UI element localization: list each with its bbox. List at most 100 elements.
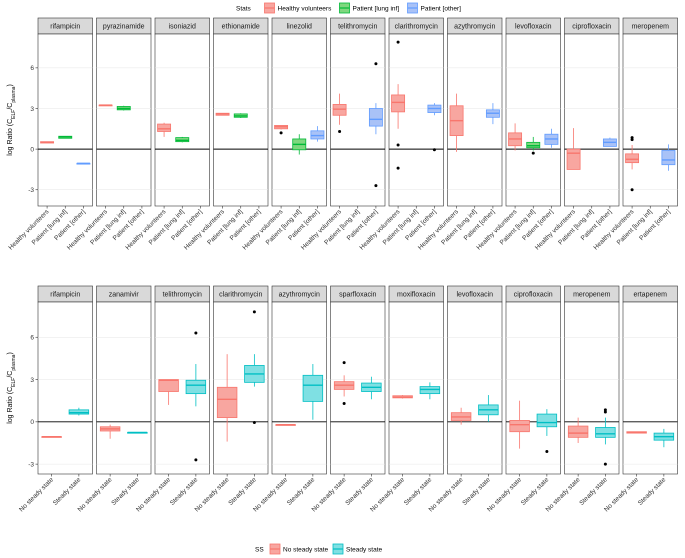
panel-plot-area <box>96 33 152 207</box>
panel-plot-area <box>622 33 678 207</box>
box-iqr <box>216 386 238 419</box>
box-Healthy volunteers <box>449 93 464 152</box>
box-Steady state <box>185 331 207 462</box>
chart-bottom: log Ratio (CELF/Cplasma) -3 0 3 6 rifampicin N… <box>7 285 678 513</box>
box-iqr <box>68 409 90 415</box>
box-iqr <box>661 150 676 166</box>
y-tick-label: 0 <box>30 146 34 153</box>
x-tick-label: No steady state <box>603 476 640 513</box>
legend-entry: Patient [lung inf] <box>339 2 400 14</box>
box-Patient [other] <box>485 103 500 125</box>
x-tick-label: No steady state <box>252 476 289 513</box>
box-Patient [lung inf] <box>526 136 541 155</box>
box-iqr <box>567 425 589 438</box>
legend-label: Steady state <box>346 546 383 553</box>
outlier-point <box>252 310 256 314</box>
panel-plot-area <box>622 301 678 475</box>
box-Patient [other] <box>76 162 91 165</box>
panel-plot-area <box>447 301 503 475</box>
legend-title: SS <box>255 546 264 553</box>
y-axis-label: log Ratio (CELF/Cplasma) <box>7 352 17 424</box>
box-Healthy volunteers <box>157 122 172 137</box>
legend-entry: Steady state <box>332 543 383 555</box>
y-axis-label: log Ratio (CELF/Cplasma) <box>7 84 17 156</box>
legend-label: Patient [lung inf] <box>353 5 400 12</box>
panel-title: ciprofloxacin <box>514 292 553 299</box>
x-tick-label: Steady state <box>52 476 83 507</box>
box-Steady state <box>302 364 324 420</box>
box-Patient [other] <box>544 128 559 148</box>
panel-title: meropenem <box>632 24 670 31</box>
x-tick-label: Steady state <box>461 476 492 507</box>
x-tick-label: No steady state <box>369 476 406 513</box>
panel-plot-area <box>388 33 444 207</box>
x-tick-label: No steady state <box>486 476 523 513</box>
outlier-point <box>396 40 400 44</box>
box-iqr <box>302 374 324 402</box>
legend-label: No steady state <box>283 546 329 553</box>
box-Patient [lung inf] <box>292 134 307 155</box>
box-iqr <box>391 94 406 113</box>
box-Healthy volunteers <box>98 104 113 107</box>
y-tick-label: 6 <box>30 335 34 342</box>
box-Steady state <box>419 382 441 400</box>
box-Steady state <box>595 408 616 466</box>
box-iqr <box>566 148 581 170</box>
box-No steady state <box>99 424 121 439</box>
x-tick-label: Steady state <box>227 476 258 507</box>
box-Patient [lung inf] <box>175 136 190 143</box>
box-Healthy volunteers <box>625 136 640 192</box>
legend-title: Stats <box>236 5 252 12</box>
panel-plot-area <box>37 33 93 207</box>
legend-entry: Healthy volunteers <box>264 2 332 14</box>
x-tick-label: No steady state <box>311 476 348 513</box>
x-tick-label: Steady state <box>344 476 375 507</box>
box-Patient [lung inf] <box>233 113 248 118</box>
box-iqr <box>368 108 383 127</box>
y-tick-label: 6 <box>30 65 34 72</box>
box-Steady state <box>244 310 265 425</box>
box-Healthy volunteers <box>508 123 523 151</box>
outlier-point <box>396 166 400 170</box>
box-iqr <box>419 386 441 395</box>
box-Patient [other] <box>368 62 383 188</box>
box-Healthy volunteers <box>332 93 347 134</box>
panel-title: rifampicin <box>50 292 80 299</box>
x-tick-label: No steady state <box>545 476 582 513</box>
box-iqr <box>185 379 207 395</box>
outlier-point <box>194 331 198 335</box>
panel-title: azythromycin <box>279 292 320 299</box>
box-iqr <box>625 153 640 164</box>
box-No steady state <box>216 354 238 442</box>
panel-title: pyrazinamide <box>103 24 145 31</box>
panel-plot-area <box>96 301 152 475</box>
outlier-point <box>374 184 378 188</box>
panel-plot-area <box>505 301 561 475</box>
outlier-point <box>374 62 378 66</box>
box-No steady state <box>509 400 530 449</box>
box-iqr <box>509 420 530 433</box>
box-No steady state <box>158 379 179 405</box>
panel-plot-area <box>505 33 561 207</box>
outlier-point <box>342 402 346 406</box>
y-tick-label: 3 <box>30 106 34 113</box>
box-Steady state <box>361 376 382 400</box>
x-tick-label: Steady state <box>110 476 141 507</box>
panel-title: clarithromycin <box>395 24 438 31</box>
box-No steady state <box>275 423 296 426</box>
panel-plot-area <box>564 301 620 475</box>
panel-title: clarithromycin <box>219 292 262 299</box>
x-tick-label: No steady state <box>77 476 114 513</box>
box-Steady state <box>653 428 675 448</box>
outlier-point <box>603 462 607 466</box>
x-tick-label: No steady state <box>135 476 172 513</box>
box-Healthy volunteers <box>274 125 289 135</box>
box-Steady state <box>536 409 558 453</box>
box-Healthy volunteers <box>566 128 581 170</box>
legend-entry: No steady state <box>269 543 329 555</box>
panel-plot-area <box>271 33 327 207</box>
panel-title: ethionamide <box>222 24 260 31</box>
